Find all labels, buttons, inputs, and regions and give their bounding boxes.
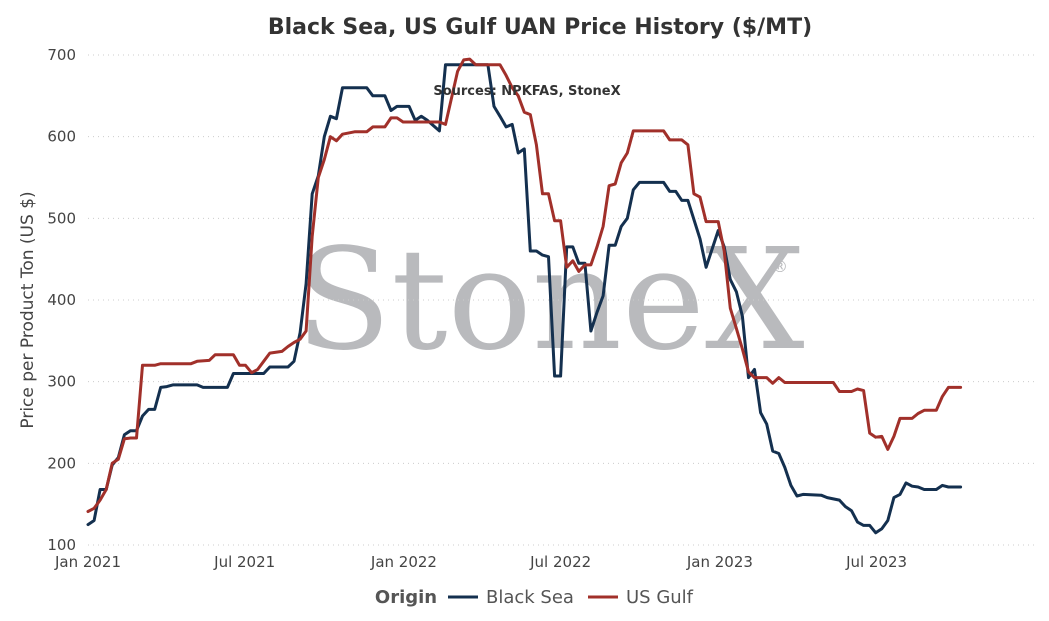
x-tick-5: Jul 2023 [845, 553, 907, 571]
y-tick-200: 200 [47, 454, 76, 472]
legend-title: Origin [375, 587, 437, 608]
y-tick-500: 500 [47, 209, 76, 227]
y-tick-300: 300 [47, 373, 76, 391]
x-tick-1: Jul 2021 [213, 553, 275, 571]
series-line-black-sea [86, 63, 963, 535]
x-tick-0: Jan 2021 [54, 553, 121, 571]
series-lines [86, 57, 963, 535]
y-tick-600: 600 [47, 128, 76, 146]
x-tick-3: Jul 2022 [529, 553, 591, 571]
y-tick-100: 100 [47, 536, 76, 554]
x-tick-2: Jan 2022 [370, 553, 437, 571]
watermark-registered-mark: ® [772, 257, 788, 276]
legend: Origin Black Sea US Gulf [375, 587, 694, 608]
series-line-us-gulf [86, 57, 963, 513]
x-tick-4: Jan 2023 [686, 553, 753, 571]
y-tick-400: 400 [47, 291, 76, 309]
legend-label-us-gulf: US Gulf [626, 587, 694, 608]
y-axis-label: Price per Product Ton (US $) [18, 191, 38, 428]
source-annotation: Sources: NPKFAS, StoneX [433, 84, 620, 99]
chart-title: Black Sea, US Gulf UAN Price History ($/… [268, 15, 812, 40]
legend-label-black-sea: Black Sea [486, 587, 574, 608]
y-axis-ticks: 100 200 300 400 500 600 700 [47, 46, 76, 554]
y-tick-700: 700 [47, 46, 76, 64]
x-axis-ticks: Jan 2021 Jul 2021 Jan 2022 Jul 2022 Jan 2023… [54, 553, 907, 571]
